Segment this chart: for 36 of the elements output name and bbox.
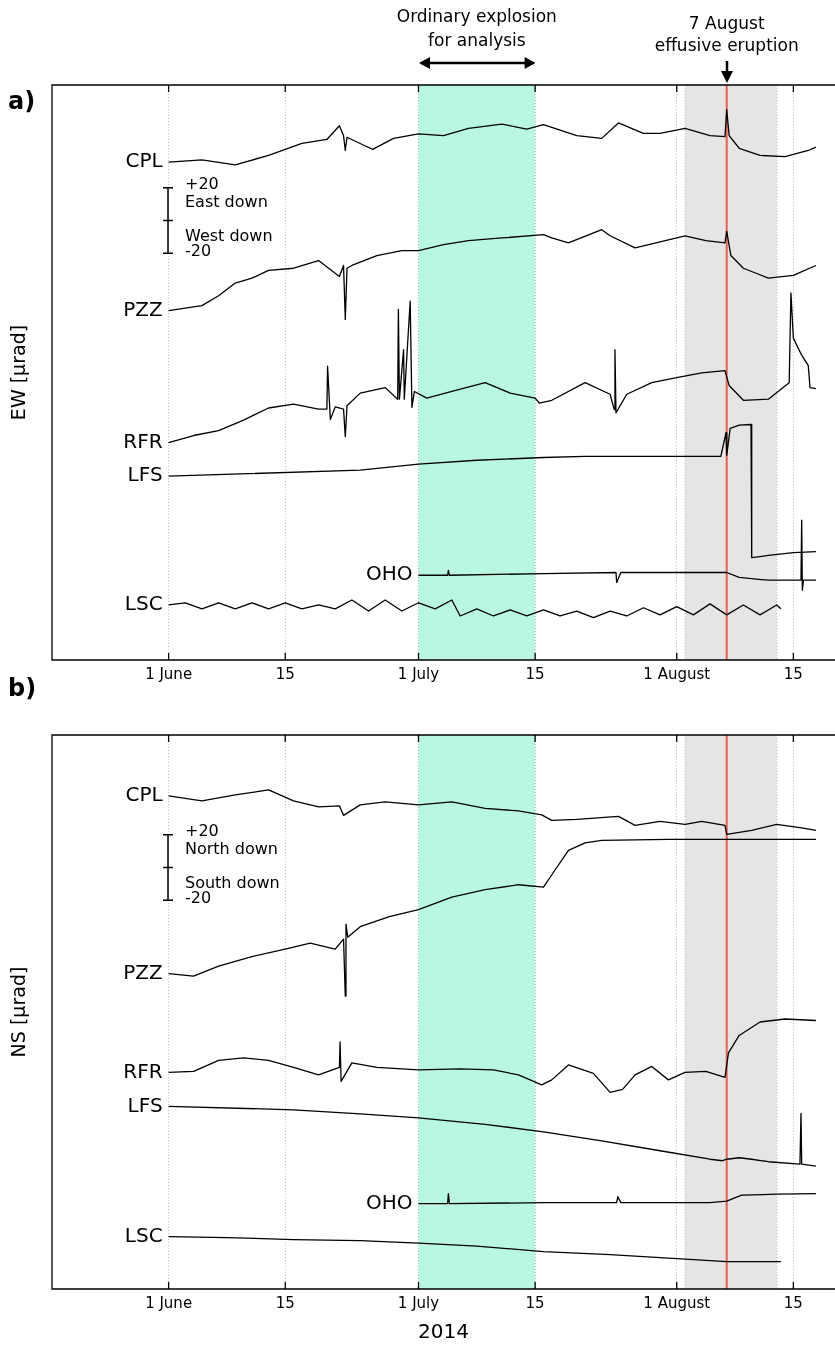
- x-tick-label: 1 August: [643, 1293, 711, 1312]
- ref-line-label: 7 August effusive eruption: [654, 13, 799, 56]
- annotation: +20: [185, 174, 219, 194]
- series-label: CPL: [125, 782, 164, 807]
- band-label: Ordinary explosion for analysis: [396, 6, 557, 51]
- series-label: RFR: [123, 1058, 163, 1083]
- series-label: OHO: [365, 1189, 413, 1214]
- series-label: PZZ: [123, 296, 163, 321]
- x-tick-label: 15: [525, 664, 545, 683]
- annotation: -20: [185, 241, 212, 261]
- x-tick-label: 1 June: [145, 664, 193, 683]
- series-label: LFS: [127, 462, 163, 487]
- x-tick-label: 1 July: [397, 664, 440, 683]
- y-axis-title: EW [μrad]: [6, 324, 29, 421]
- text: b): [8, 674, 37, 703]
- series-label: LSC: [124, 1222, 163, 1247]
- series-label: OHO: [365, 561, 413, 586]
- series-label: LSC: [124, 591, 163, 616]
- x-tick-label: 15: [525, 1293, 545, 1312]
- x-axis-title: 2014: [418, 1319, 469, 1344]
- x-tick-label: 1 August: [643, 664, 711, 683]
- annotation: North down: [185, 838, 279, 858]
- series-label: CPL: [125, 148, 164, 173]
- x-tick-label: 15: [783, 664, 803, 683]
- x-tick-label: 1 June: [145, 1293, 193, 1312]
- series-label: LFS: [127, 1092, 163, 1117]
- x-tick-label: 15: [275, 664, 295, 683]
- y-axis-title: NS [μrad]: [6, 966, 29, 1058]
- x-tick-label: 1 July: [397, 1293, 440, 1312]
- x-tick-label: 15: [783, 1293, 803, 1312]
- annotation: +20: [185, 820, 219, 840]
- annotation: East down: [185, 192, 268, 212]
- series-label: RFR: [123, 428, 163, 453]
- series-label: PZZ: [123, 959, 163, 984]
- x-tick-label: 15: [275, 1293, 295, 1312]
- text: a): [8, 87, 36, 116]
